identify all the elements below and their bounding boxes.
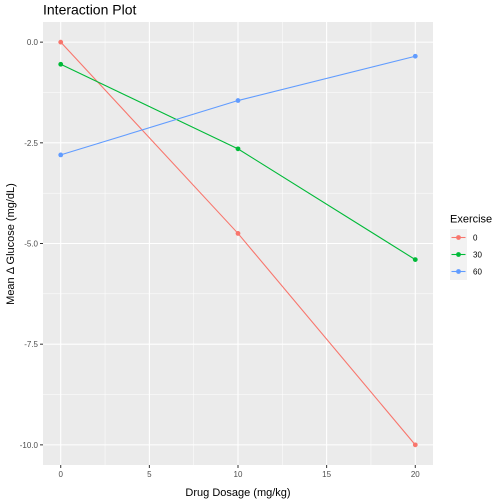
x-tick-label: 10	[234, 470, 243, 479]
series-point-0	[412, 442, 418, 448]
x-tick-label: 0	[59, 470, 64, 479]
series-layer	[58, 39, 418, 448]
chart-title: Interaction Plot	[43, 2, 136, 18]
series-point-60	[412, 53, 418, 59]
legend-label-30: 30	[473, 251, 482, 260]
y-tick-label: 0.0	[27, 38, 39, 47]
legend-key-point	[456, 252, 461, 257]
series-point-0	[58, 39, 64, 45]
series-point-30	[58, 61, 64, 67]
series-point-60	[235, 98, 241, 103]
y-tick-label: -5.0	[24, 240, 38, 249]
x-tick-label: 15	[322, 470, 331, 479]
y-tick-label: -2.5	[24, 139, 38, 148]
series-point-60	[58, 152, 64, 158]
legend-label-0: 0	[473, 234, 478, 243]
legend-title: Exercise	[450, 214, 492, 226]
y-axis-title: Mean Δ Glucose (mg/dL)	[5, 183, 17, 305]
x-axis-title: Drug Dosage (mg/kg)	[185, 487, 290, 499]
y-tick-label: -7.5	[24, 340, 38, 349]
y-axis: 0.0 -2.5 -5.0 -7.5 -10.0	[20, 38, 43, 450]
series-point-0	[235, 231, 241, 236]
legend-label-60: 60	[473, 268, 482, 277]
x-axis: 0 5 10 15 20	[59, 465, 420, 479]
y-tick-label: -10.0	[20, 441, 39, 450]
x-tick-label: 5	[147, 470, 152, 479]
series-point-30	[412, 257, 418, 263]
grid-major	[43, 22, 433, 465]
legend-key-point	[456, 269, 461, 274]
legend-key-point	[456, 235, 461, 240]
x-tick-label: 20	[411, 470, 420, 479]
series-point-30	[235, 146, 241, 152]
legend: Exercise 0 30 60	[450, 214, 492, 280]
